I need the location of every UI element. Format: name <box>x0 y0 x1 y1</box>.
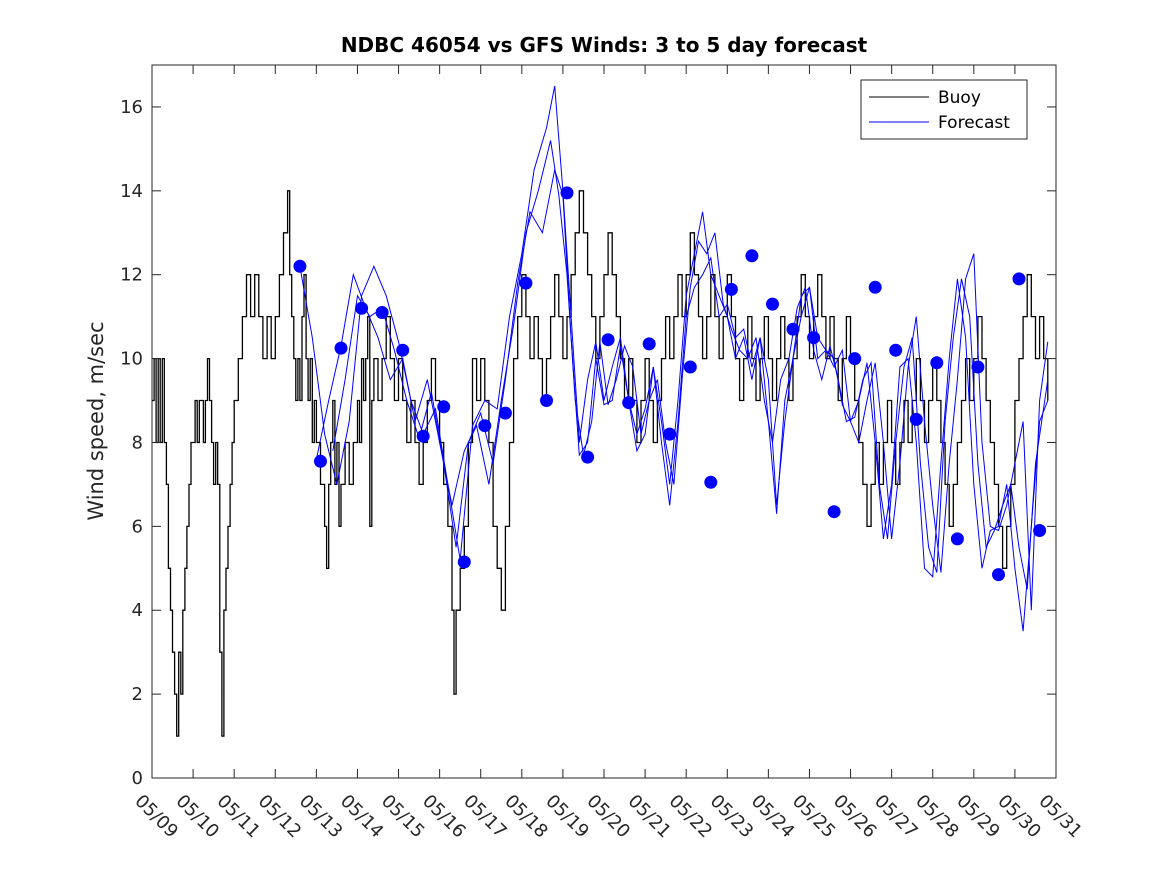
y-tick-label: 4 <box>132 600 143 621</box>
y-axis: 0 2 4 6 8 10 12 14 16 <box>120 97 1056 789</box>
forecast-point <box>293 259 307 273</box>
forecast-point <box>807 331 821 345</box>
chart-title: NDBC 46054 vs GFS Winds: 3 to 5 day fore… <box>341 33 868 57</box>
y-tick-label: 14 <box>120 181 143 202</box>
x-tick-label: 05/15 <box>377 791 429 843</box>
legend-forecast-label: Forecast <box>938 113 1010 133</box>
forecast-point <box>827 505 841 519</box>
y-tick-label: 10 <box>120 349 143 370</box>
forecast-point <box>334 341 348 355</box>
forecast-point <box>601 333 615 347</box>
forecast-point <box>971 360 985 374</box>
x-tick-label: 05/31 <box>1034 791 1086 843</box>
x-tick-label: 05/13 <box>295 791 347 843</box>
x-tick-label: 05/28 <box>911 791 963 843</box>
forecast-point <box>478 419 492 433</box>
x-tick-label: 05/23 <box>706 791 758 843</box>
forecast-point <box>498 406 512 420</box>
forecast-point <box>642 337 656 351</box>
forecast-point <box>930 356 944 370</box>
x-tick-label: 05/30 <box>993 791 1045 843</box>
x-tick-label: 05/24 <box>747 791 799 843</box>
x-tick-label: 05/11 <box>213 791 265 843</box>
x-tick-label: 05/19 <box>541 791 593 843</box>
series-forecast-line-2 <box>315 140 1049 590</box>
forecast-point <box>889 343 903 357</box>
x-tick-label: 05/20 <box>582 791 634 843</box>
y-tick-label: 6 <box>132 516 143 537</box>
x-tick-label: 05/25 <box>788 791 840 843</box>
x-tick-label: 05/18 <box>500 791 552 843</box>
forecast-point <box>868 280 882 294</box>
forecast-point <box>745 249 759 263</box>
series-forecast-line-3 <box>332 167 1049 632</box>
y-tick-label: 16 <box>120 97 143 118</box>
forecast-point <box>704 475 718 489</box>
x-tick-label: 05/09 <box>130 791 182 843</box>
x-tick-label: 05/10 <box>172 791 224 843</box>
x-tick-label: 05/27 <box>870 791 922 843</box>
x-tick-label: 05/16 <box>418 791 470 843</box>
x-tick-label: 05/22 <box>665 791 717 843</box>
x-tick-label: 05/17 <box>459 791 511 843</box>
y-tick-label: 0 <box>132 768 143 789</box>
forecast-point <box>1033 524 1047 537</box>
y-tick-label: 12 <box>120 265 143 286</box>
forecast-point <box>724 282 738 296</box>
forecast-point <box>540 394 553 407</box>
forecast-point <box>355 301 369 315</box>
plot-area <box>152 65 1056 778</box>
y-axis-label: Wind speed, m/sec <box>84 321 108 520</box>
legend-box <box>860 79 1028 140</box>
forecast-point <box>519 276 533 290</box>
x-tick-label: 05/14 <box>336 791 388 843</box>
series-buoy-line <box>152 190 1049 737</box>
x-tick-label: 05/12 <box>254 791 306 843</box>
forecast-point <box>663 427 677 441</box>
forecast-point <box>375 306 389 319</box>
forecast-point <box>786 322 800 336</box>
forecast-point <box>457 555 471 569</box>
y-tick-label: 2 <box>132 684 143 705</box>
forecast-point <box>683 360 697 374</box>
forecast-point <box>992 568 1005 582</box>
x-tick-label: 05/29 <box>952 791 1004 843</box>
forecast-point <box>314 454 327 468</box>
forecast-point <box>950 532 964 546</box>
forecast-point <box>581 450 595 464</box>
forecast-point <box>560 186 574 200</box>
x-tick-label: 05/26 <box>829 791 881 843</box>
forecast-point <box>848 352 862 366</box>
forecast-point <box>622 396 636 410</box>
forecast-point <box>909 412 923 426</box>
legend: Buoy Forecast <box>860 79 1028 140</box>
forecast-point <box>437 400 451 414</box>
forecast-point <box>416 429 430 443</box>
forecast-point <box>1012 272 1026 286</box>
legend-buoy-label: Buoy <box>938 88 981 108</box>
x-tick-label: 05/21 <box>624 791 676 843</box>
series-layer <box>152 85 1049 737</box>
y-tick-label: 8 <box>132 432 143 453</box>
forecast-point <box>766 297 779 311</box>
forecast-point <box>396 343 410 357</box>
